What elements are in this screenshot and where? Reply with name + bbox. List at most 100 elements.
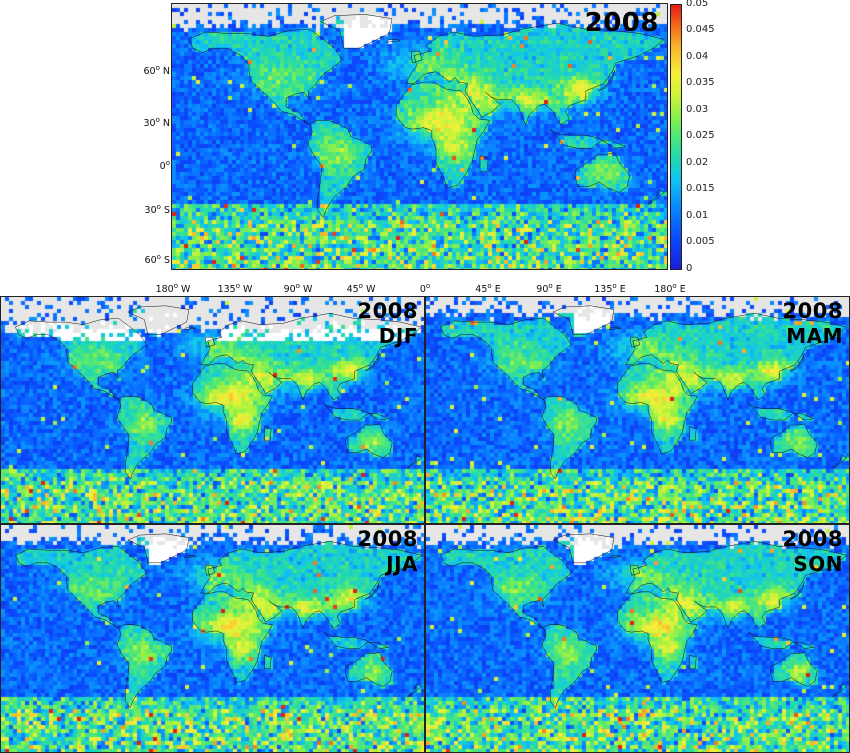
coastline [365,354,379,372]
annual-map-panel: 2008 [171,3,668,270]
annual-map-heatmap [172,4,667,269]
coastline [542,396,596,479]
seasonal-map-year: 2008 [357,299,418,323]
coastline [128,306,189,335]
coastline [749,632,814,648]
annual-map-year: 2008 [584,8,659,38]
coastline [396,82,490,188]
coastline [184,327,196,330]
coastline [264,426,271,440]
coastline [205,565,214,575]
lon-tick-0: 0o [419,282,431,295]
coastline [324,632,389,648]
seasonal-map-season: MAM [786,324,843,348]
seasonal-map-year: 2008 [782,299,843,323]
coastline [193,592,273,683]
coastline [630,337,639,347]
coastline [201,313,422,400]
coastline [480,156,488,172]
coastline [618,592,698,683]
coastline [598,70,615,91]
coastline [406,23,665,125]
colorbar-tick: 0 [686,263,693,274]
coastline [626,541,847,628]
colorbar-tick: 0.035 [686,77,715,88]
coastline [201,541,422,628]
colorbar-tick: 0.005 [686,236,715,247]
lon-tick-45w: 45o W [346,282,376,295]
coastline [308,120,371,217]
seasonal-map-coastlines [426,525,849,752]
coastline [193,364,273,454]
colorbar-tick: 0.025 [686,130,715,141]
lon-tick-180w: 180o W [155,282,191,295]
seasonal-map-heatmap [1,297,424,523]
coastline [749,404,814,420]
colorbar-tick: 0.03 [686,104,709,115]
coastline [365,582,379,600]
coastline [205,337,214,347]
seasonal-map-season: DJF [378,324,418,348]
coastline [626,313,847,400]
colorbar-tick: 0.045 [686,24,715,35]
coastline [324,404,389,420]
coastline [408,455,422,468]
seasonal-map-coastlines [426,297,849,523]
coastline [630,565,639,575]
seasonal-map-panel-jja: 2008 JJA [0,524,425,753]
lon-tick-45e: 45o E [475,282,501,295]
colorbar-tick: 0.015 [686,183,715,194]
coastline [184,555,196,558]
coastline [411,51,422,63]
coastline [128,534,189,563]
lat-tick-30n: 30o N [143,116,170,129]
coastline [345,652,392,686]
coastline [770,424,817,458]
coastline [408,684,422,697]
seasonal-map-heatmap [1,525,424,752]
coastline [264,655,271,669]
coastline [15,318,147,400]
coastline [790,354,804,372]
coastline [609,555,621,558]
coastline [321,14,393,48]
coastline [15,546,147,628]
seasonal-map-year: 2008 [782,527,843,551]
seasonal-map-panel-mam: 2008 MAM [425,296,850,524]
coastline [770,652,817,686]
coastline [833,455,847,468]
seasonal-map-year: 2008 [357,527,418,551]
lon-tick-135e: 135o E [594,282,626,295]
lat-tick-0: 0o [159,159,170,172]
coastline [575,153,630,193]
coastline [117,396,171,479]
coastline [553,306,614,335]
coastline [345,424,392,458]
seasonal-map-season: SON [793,552,843,576]
lon-tick-90w: 90o W [283,282,313,295]
colorbar-tick: 0.02 [686,157,709,168]
coastline [542,625,596,708]
seasonal-map-panel-son: 2008 SON [425,524,850,753]
colorbar-tick: 0.05 [686,0,709,9]
colorbar-tick: 0.01 [686,210,709,221]
coastline [189,29,343,125]
coastline [618,364,698,454]
lat-tick-60n: 60o N [143,64,170,77]
coastline [689,655,696,669]
lon-tick-90e: 90o E [536,282,562,295]
seasonal-map-heatmap [426,525,849,752]
seasonal-map-season: JJA [386,552,418,576]
colorbar-tick: 0.04 [686,51,709,62]
coastline [440,318,572,400]
seasonal-map-coastlines [1,525,424,752]
seasonal-map-coastlines [1,297,424,523]
coastline [609,327,621,330]
coastline [790,582,804,600]
coastline [689,426,696,440]
lat-tick-30s: 30o S [144,203,170,216]
coastline [387,39,401,42]
colorbar [670,4,682,270]
lat-tick-60s: 60o S [144,253,170,266]
coastline [550,129,626,148]
